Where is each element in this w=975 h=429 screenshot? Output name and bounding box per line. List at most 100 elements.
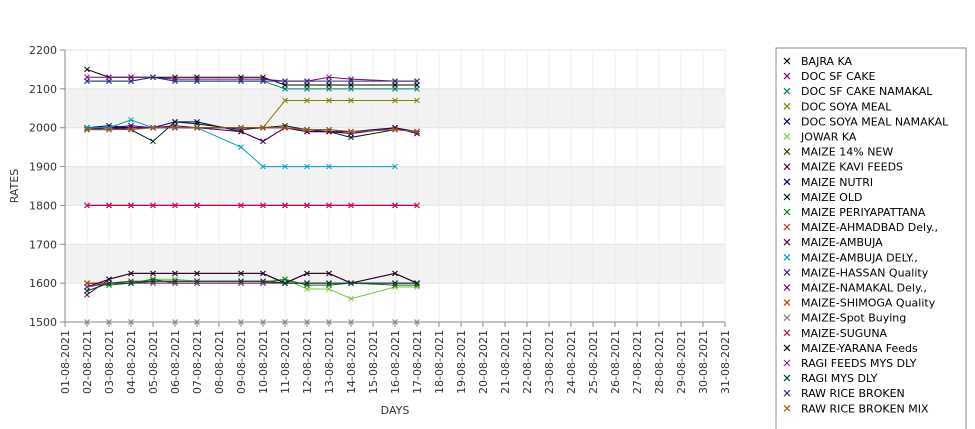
x-tick-label: 06-08-2021 xyxy=(169,330,182,394)
legend-marker xyxy=(783,389,791,397)
x-axis-title: DAYS xyxy=(381,404,410,417)
legend-item: DOC SF CAKE xyxy=(801,70,876,83)
y-tick-label: 1700 xyxy=(29,238,57,251)
data-point xyxy=(304,163,310,170)
legend-marker xyxy=(783,193,791,201)
data-point xyxy=(304,78,310,84)
legend-marker xyxy=(783,148,791,156)
data-point xyxy=(282,280,288,286)
data-point xyxy=(282,202,288,209)
y-tick-label: 1600 xyxy=(29,277,57,290)
legend-item: DOC SOYA MEAL NAMAKAL xyxy=(801,115,949,128)
legend-item: RAGI FEEDS MYS DLY xyxy=(801,357,917,370)
x-tick-label: 20-08-2021 xyxy=(477,330,490,394)
legend-marker xyxy=(783,329,791,337)
series-line xyxy=(87,76,417,82)
y-tick-label: 1800 xyxy=(29,199,57,212)
data-point xyxy=(304,126,310,133)
data-point xyxy=(414,86,420,92)
data-point xyxy=(150,124,156,131)
data-point xyxy=(150,74,156,81)
data-point xyxy=(84,78,90,84)
legend-item: MAIZE-AMBUJA xyxy=(801,236,883,249)
y-axis-title: RATES xyxy=(8,169,21,204)
data-point xyxy=(194,202,200,209)
legend-item: RAGI MYS DLY xyxy=(801,372,878,385)
data-point xyxy=(172,270,178,277)
data-point xyxy=(348,86,354,92)
series-line xyxy=(87,127,418,133)
data-point xyxy=(106,126,112,133)
legend-item: MAIZE-AMBUJA DELY., xyxy=(801,251,918,264)
data-point xyxy=(304,202,310,209)
data-point xyxy=(194,78,200,84)
data-point xyxy=(128,270,134,277)
legend-item: MAIZE-Spot Buying xyxy=(801,312,906,325)
legend-item: MAIZE NUTRI xyxy=(801,176,873,189)
data-point xyxy=(238,202,244,209)
legend-item: DOC SOYA MEAL xyxy=(801,100,892,113)
x-tick-label: 02-08-2021 xyxy=(81,330,94,394)
data-point xyxy=(414,202,420,209)
data-point xyxy=(106,78,112,84)
data-point xyxy=(304,86,310,92)
legend-item: MAIZE-YARANA Feeds xyxy=(801,342,918,355)
legend-marker xyxy=(783,404,791,412)
data-point xyxy=(348,97,354,104)
data-point xyxy=(172,78,178,84)
legend-item: MAIZE-NAMAKAL Dely., xyxy=(801,282,927,295)
legend-item: MAIZE-HASSAN Quality xyxy=(801,266,929,279)
legend-marker xyxy=(783,87,791,95)
data-point xyxy=(392,270,398,277)
x-tick-label: 16-08-2021 xyxy=(389,330,402,394)
x-tick-label: 14-08-2021 xyxy=(345,330,358,394)
data-point xyxy=(260,78,266,84)
legend-item: MAIZE OLD xyxy=(801,191,863,204)
data-point xyxy=(282,97,288,104)
data-point xyxy=(282,124,288,131)
legend-marker xyxy=(783,72,791,80)
legend-item: RAW RICE BROKEN xyxy=(801,387,905,400)
data-point xyxy=(172,202,178,209)
data-point xyxy=(260,270,266,277)
x-tick-label: 22-08-2021 xyxy=(521,330,534,394)
legend: BAJRA KA DOC SF CAKE DOC SF CAKE NAMAKAL DO… xyxy=(775,47,967,429)
y-tick-label: 1500 xyxy=(29,316,57,329)
data-point xyxy=(414,128,420,135)
data-point xyxy=(106,202,112,209)
series-line xyxy=(86,272,418,288)
data-point xyxy=(326,97,332,104)
data-point xyxy=(414,97,420,104)
data-point xyxy=(194,270,200,277)
data-point xyxy=(128,280,134,286)
legend-marker xyxy=(783,238,791,246)
legend-marker xyxy=(783,223,791,231)
legend-marker xyxy=(783,208,791,216)
data-point xyxy=(392,163,398,170)
legend-marker xyxy=(783,117,791,125)
data-point xyxy=(84,288,90,294)
data-point xyxy=(348,202,354,209)
x-tick-label: 11-08-2021 xyxy=(279,330,292,394)
data-point xyxy=(150,278,156,285)
series-line xyxy=(87,119,395,168)
data-point xyxy=(238,270,244,277)
data-point xyxy=(348,78,354,84)
y-ticks: 1500 1600 1700 1800 1900 2000 2100 2200 xyxy=(29,44,65,329)
x-tick-label: 07-08-2021 xyxy=(191,330,204,394)
data-point xyxy=(106,280,112,286)
x-tick-label: 31-08-2021 xyxy=(719,330,732,394)
legend-marker xyxy=(783,253,791,261)
x-tick-label: 18-08-2021 xyxy=(433,330,446,394)
data-point xyxy=(326,270,332,277)
legend-item: MAIZE KAVI FEEDS xyxy=(801,161,903,174)
legend-item: MAIZE-AHMADBAD Dely., xyxy=(801,221,938,234)
series-line xyxy=(86,280,417,292)
x-tick-label: 28-08-2021 xyxy=(653,330,666,394)
data-point xyxy=(326,78,332,84)
data-point xyxy=(172,278,178,285)
data-point xyxy=(260,202,266,209)
data-point xyxy=(304,280,310,286)
series-line xyxy=(86,125,418,142)
data-point xyxy=(260,124,266,131)
